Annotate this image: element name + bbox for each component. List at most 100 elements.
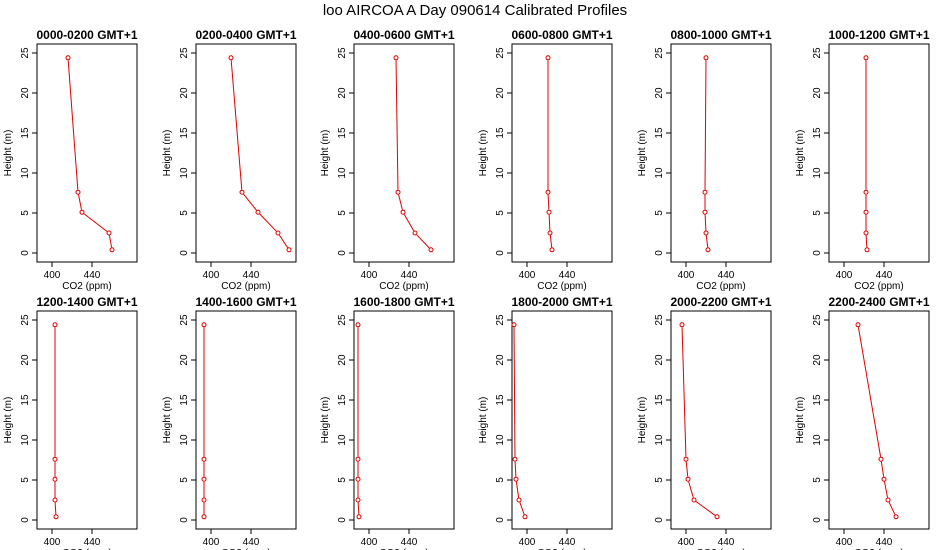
data-point bbox=[201, 476, 207, 482]
data-point bbox=[893, 514, 899, 520]
data-point bbox=[395, 189, 401, 195]
y-tick-label: 10 bbox=[812, 167, 823, 179]
data-point bbox=[355, 322, 361, 328]
series-segment bbox=[688, 481, 694, 498]
data-point bbox=[65, 55, 71, 61]
y-tick-label: 0 bbox=[20, 517, 31, 523]
data-point bbox=[702, 189, 708, 195]
y-axis-label: Height (m) bbox=[795, 130, 806, 177]
y-tick-label: 25 bbox=[179, 47, 190, 59]
data-point bbox=[549, 247, 555, 253]
y-tick-label: 0 bbox=[654, 517, 665, 523]
y-axis-label: Height (m) bbox=[478, 397, 489, 444]
y-tick-label: 20 bbox=[812, 87, 823, 99]
x-axis-label: CO2 (ppm) bbox=[379, 548, 428, 550]
x-axis-label: CO2 (ppm) bbox=[379, 281, 428, 292]
x-tick-label: 440 bbox=[243, 270, 260, 281]
panel-title: 2200-2400 GMT+1 bbox=[828, 295, 929, 309]
y-tick-label: 0 bbox=[812, 517, 823, 523]
data-point bbox=[881, 476, 887, 482]
x-tick-label: 440 bbox=[243, 537, 260, 548]
y-tick-label: 25 bbox=[20, 314, 31, 326]
y-tick-label: 15 bbox=[812, 394, 823, 406]
x-tick-label: 400 bbox=[203, 537, 220, 548]
y-tick-label: 10 bbox=[179, 167, 190, 179]
y-tick-label: 0 bbox=[337, 517, 348, 523]
data-point bbox=[412, 230, 418, 236]
panel-title: 1800-2000 GMT+1 bbox=[511, 295, 612, 309]
y-tick-label: 20 bbox=[812, 354, 823, 366]
y-axis-label: Height (m) bbox=[3, 130, 14, 177]
x-axis-label: CO2 (ppm) bbox=[696, 281, 745, 292]
data-point bbox=[275, 230, 281, 236]
x-tick-label: 400 bbox=[678, 270, 695, 281]
series-segment bbox=[681, 327, 687, 457]
data-point bbox=[286, 247, 292, 253]
y-tick-label: 0 bbox=[179, 517, 190, 523]
series-segment bbox=[357, 502, 360, 515]
panel-title: 0400-0600 GMT+1 bbox=[353, 28, 454, 42]
panel-title: 0800-1000 GMT+1 bbox=[670, 28, 771, 42]
data-point bbox=[864, 247, 870, 253]
data-point bbox=[714, 514, 720, 520]
data-point bbox=[702, 209, 708, 215]
y-tick-label: 20 bbox=[20, 87, 31, 99]
data-point bbox=[53, 514, 59, 520]
data-point bbox=[545, 189, 551, 195]
data-point bbox=[683, 456, 689, 462]
y-tick-label: 25 bbox=[812, 314, 823, 326]
data-point bbox=[878, 456, 884, 462]
data-point bbox=[393, 55, 399, 61]
data-point bbox=[400, 209, 406, 215]
x-axis-label: CO2 (ppm) bbox=[221, 281, 270, 292]
panel-title: 0000-0200 GMT+1 bbox=[36, 28, 137, 42]
data-point bbox=[691, 497, 697, 503]
y-tick-label: 20 bbox=[337, 87, 348, 99]
y-tick-label: 25 bbox=[337, 314, 348, 326]
data-point bbox=[863, 189, 869, 195]
plot-box bbox=[353, 43, 455, 263]
x-axis-label: CO2 (ppm) bbox=[854, 281, 903, 292]
data-point bbox=[255, 209, 261, 215]
panel-title: 2000-2200 GMT+1 bbox=[670, 295, 771, 309]
x-tick-label: 440 bbox=[559, 270, 576, 281]
data-point bbox=[703, 55, 709, 61]
data-point bbox=[355, 456, 361, 462]
y-tick-label: 25 bbox=[654, 314, 665, 326]
series-segment bbox=[704, 214, 707, 231]
y-tick-label: 15 bbox=[337, 127, 348, 139]
y-tick-label: 15 bbox=[812, 127, 823, 139]
data-point bbox=[511, 322, 517, 328]
x-axis-label: CO2 (ppm) bbox=[537, 548, 586, 550]
y-tick-label: 20 bbox=[495, 354, 506, 366]
series-segment bbox=[54, 502, 57, 515]
y-tick-label: 20 bbox=[179, 87, 190, 99]
data-point bbox=[685, 476, 691, 482]
series-segment bbox=[705, 235, 709, 248]
y-tick-label: 10 bbox=[20, 167, 31, 179]
y-tick-label: 25 bbox=[495, 314, 506, 326]
series-segment bbox=[230, 60, 243, 190]
y-axis-label: Height (m) bbox=[637, 397, 648, 444]
y-tick-label: 10 bbox=[20, 434, 31, 446]
data-point bbox=[52, 476, 58, 482]
y-axis-label: Height (m) bbox=[162, 130, 173, 177]
y-tick-label: 15 bbox=[495, 394, 506, 406]
series-segment bbox=[83, 213, 108, 232]
series-segment bbox=[108, 235, 113, 248]
y-tick-label: 0 bbox=[654, 250, 665, 256]
data-point bbox=[355, 497, 361, 503]
data-point bbox=[106, 230, 112, 236]
y-tick-label: 15 bbox=[654, 394, 665, 406]
y-tick-label: 10 bbox=[179, 434, 190, 446]
y-tick-label: 5 bbox=[20, 210, 31, 216]
series-segment bbox=[549, 235, 553, 248]
